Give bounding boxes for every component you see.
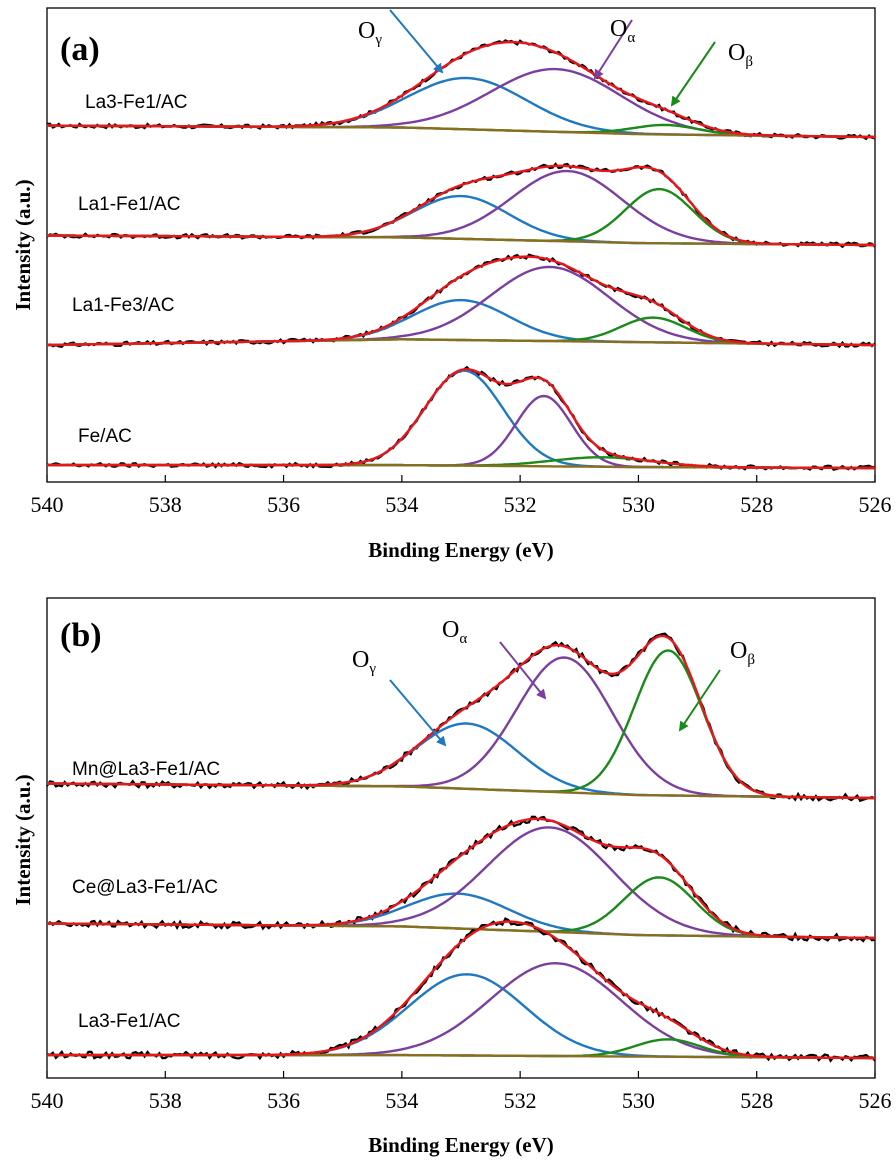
fit-envelope-line bbox=[47, 255, 875, 347]
component-annotation: Oγ bbox=[358, 18, 382, 48]
x-tick-label: 534 bbox=[385, 492, 418, 517]
plot-frame bbox=[46, 597, 876, 1079]
fit-envelope-line bbox=[47, 817, 875, 940]
sample-label: La3-Fe1/AC bbox=[85, 92, 187, 113]
fit-envelope-line bbox=[47, 920, 875, 1060]
annotation-arrow bbox=[389, 679, 447, 747]
spectrum-trace bbox=[46, 162, 876, 249]
sample-label: Ce@La3-Fe1/AC bbox=[72, 877, 218, 898]
o-alpha-component-line bbox=[47, 394, 875, 470]
x-tick-label: 528 bbox=[740, 492, 773, 517]
annotation-arrow bbox=[389, 9, 444, 74]
component-annotation: Oα bbox=[610, 16, 635, 46]
spectrum-trace bbox=[46, 253, 876, 349]
panel-label: (a) bbox=[60, 31, 100, 68]
x-tick-label: 534 bbox=[385, 1088, 418, 1113]
panel-label: (b) bbox=[60, 617, 102, 654]
x-axis-title: Binding Energy (eV) bbox=[368, 538, 554, 562]
x-tick-label: 528 bbox=[740, 1088, 773, 1113]
component-annotation: Oγ bbox=[352, 647, 376, 677]
fit-envelope-line bbox=[47, 634, 875, 800]
sample-label: Fe/AC bbox=[78, 426, 132, 447]
raw-data-line bbox=[46, 815, 876, 943]
spectrum-trace bbox=[46, 917, 876, 1063]
x-tick-label: 538 bbox=[149, 492, 182, 517]
annotation-base: O bbox=[352, 647, 369, 673]
annotation-base: O bbox=[730, 638, 747, 664]
spectrum-trace bbox=[46, 365, 876, 471]
spectrum-trace bbox=[46, 815, 876, 943]
sample-label: La3-Fe1/AC bbox=[78, 1011, 180, 1032]
annotation-arrow bbox=[499, 641, 547, 700]
fit-envelope-line bbox=[47, 367, 875, 470]
raw-data-line bbox=[46, 917, 876, 1063]
annotation-subscript: α bbox=[459, 631, 467, 647]
annotation-base: O bbox=[610, 16, 627, 42]
x-tick-label: 536 bbox=[267, 492, 300, 517]
component-annotation: Oα bbox=[442, 617, 467, 647]
x-tick-label: 530 bbox=[622, 492, 655, 517]
y-axis-title: Intensity (a.u.) bbox=[11, 774, 35, 905]
component-annotation: Oβ bbox=[728, 40, 753, 70]
annotation-subscript: γ bbox=[374, 32, 382, 48]
annotation-base: O bbox=[442, 617, 459, 643]
panel-b: 540 538 536 534 532 530 528 526 Binding Energy (… bbox=[11, 597, 892, 1157]
x-tick-label: 538 bbox=[149, 1088, 182, 1113]
x-tick-label: 532 bbox=[504, 492, 537, 517]
x-tick-label: 526 bbox=[859, 492, 892, 517]
annotation-subscript: α bbox=[627, 30, 635, 46]
annotation-base: O bbox=[728, 40, 745, 66]
raw-data-line bbox=[46, 365, 876, 471]
annotation-subscript: β bbox=[747, 652, 755, 668]
raw-data-line bbox=[46, 39, 876, 141]
annotation-subscript: γ bbox=[368, 661, 376, 677]
annotation-arrow bbox=[593, 19, 633, 80]
sample-label: La1-Fe3/AC bbox=[72, 295, 174, 316]
o-gamma-component-line bbox=[47, 369, 875, 470]
sample-label: Mn@La3-Fe1/AC bbox=[72, 759, 220, 780]
annotation-subscript: β bbox=[745, 54, 753, 70]
x-tick-label: 536 bbox=[267, 1088, 300, 1113]
spectrum-trace bbox=[46, 39, 876, 141]
x-tick-label: 540 bbox=[31, 492, 64, 517]
component-annotation: Oβ bbox=[730, 638, 755, 668]
x-tick-label: 530 bbox=[622, 1088, 655, 1113]
panel-a: 540 538 536 534 532 530 528 526 Binding Energy (… bbox=[11, 7, 892, 562]
annotation-base: O bbox=[358, 18, 375, 44]
x-axis-title: Binding Energy (eV) bbox=[368, 1133, 554, 1157]
fit-envelope-line bbox=[47, 40, 875, 139]
x-tick-label: 540 bbox=[31, 1088, 64, 1113]
sample-label: La1-Fe1/AC bbox=[78, 194, 180, 215]
annotation-arrow bbox=[678, 669, 721, 732]
y-axis-title: Intensity (a.u.) bbox=[11, 179, 35, 310]
x-tick-label: 532 bbox=[504, 1088, 537, 1113]
fit-envelope-line bbox=[47, 164, 875, 247]
spectrum-trace bbox=[46, 632, 876, 803]
annotation-arrow bbox=[670, 41, 716, 107]
x-tick-label: 526 bbox=[859, 1088, 892, 1113]
